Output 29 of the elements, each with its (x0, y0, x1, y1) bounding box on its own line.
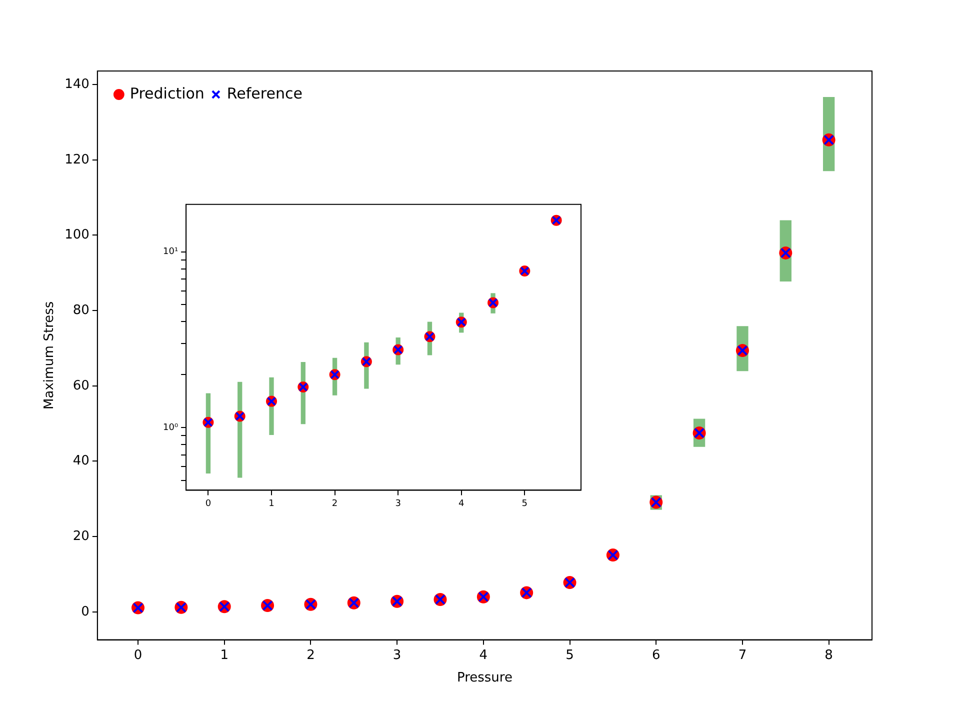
x-tick-label: 7 (738, 648, 747, 663)
x-tick-label: 1 (220, 648, 228, 663)
x-axis-title: Pressure (456, 670, 512, 686)
legend-label: Prediction (130, 84, 204, 102)
x-tick-label: 5 (566, 648, 574, 663)
y-tick-label: 60 (72, 378, 90, 394)
y-tick-label: 100 (64, 228, 90, 243)
x-tick-label: 0 (205, 498, 212, 509)
x-tick-label: 2 (306, 648, 315, 663)
y-tick-label: 20 (72, 528, 90, 544)
y-tick-label: 10¹ (163, 247, 178, 258)
x-tick-label: 6 (652, 648, 660, 663)
y-axis-title: Maximum Stress (42, 301, 58, 410)
y-tick-label: 120 (64, 152, 90, 168)
y-tick-label: 0 (81, 604, 90, 620)
y-tick-label: 10⁰ (163, 422, 178, 433)
x-tick-label: 4 (458, 498, 465, 509)
y-tick-label: 140 (64, 76, 90, 92)
legend-label: Reference (226, 84, 302, 102)
x-tick-label: 3 (392, 648, 402, 663)
x-tick-label: 1 (268, 498, 274, 509)
x-tick-label: 0 (134, 648, 142, 663)
y-tick-label: 40 (72, 454, 90, 469)
x-tick-label: 2 (332, 498, 338, 509)
x-tick-label: 8 (824, 648, 833, 663)
x-tick-label: 3 (395, 498, 401, 509)
x-tick-label: 4 (479, 648, 488, 663)
x-tick-label: 5 (522, 498, 528, 509)
y-tick-label: 80 (72, 302, 90, 318)
